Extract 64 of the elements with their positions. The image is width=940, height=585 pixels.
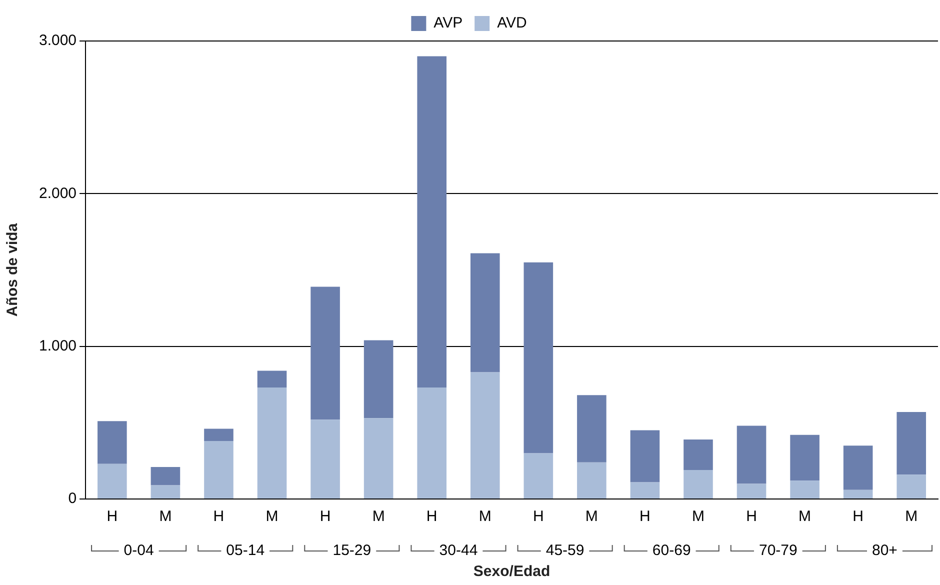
- bar: [310, 420, 340, 498]
- bar: [524, 453, 554, 498]
- x-tick-label: M: [905, 508, 918, 526]
- legend-label: AVD: [497, 14, 527, 32]
- legend-label: AVP: [434, 14, 463, 32]
- x-tick-label: M: [372, 508, 385, 526]
- bar: [577, 395, 606, 462]
- text: 45-59: [546, 542, 584, 560]
- bar: [257, 370, 287, 388]
- text: 30-44: [439, 542, 478, 560]
- text: 60-69: [652, 542, 691, 560]
- text: 15-29: [332, 542, 372, 560]
- bar: [417, 56, 446, 388]
- x-tick-label: M: [159, 508, 172, 526]
- bar: [736, 426, 766, 484]
- x-tick-label: H: [426, 508, 438, 526]
- text: 70-79: [758, 542, 798, 560]
- bar: [843, 446, 873, 490]
- y-tick-label: 2.000: [38, 184, 77, 202]
- bar: [896, 412, 926, 475]
- bar: [736, 484, 766, 498]
- bar: [364, 418, 394, 498]
- bar: [524, 262, 554, 454]
- bar: [150, 485, 180, 498]
- bar: [417, 388, 446, 498]
- x-tick-label: H: [106, 508, 118, 526]
- y-tick-label: 1.000: [38, 337, 77, 354]
- bar: [790, 434, 820, 481]
- text: 0-04: [124, 542, 154, 560]
- x-tick-label: M: [266, 508, 278, 526]
- bar: [150, 466, 180, 486]
- bar: [790, 480, 820, 498]
- y-tick-label: 0: [68, 490, 77, 508]
- bar: [98, 464, 127, 498]
- bar: [843, 490, 873, 498]
- x-axis-title: Sexo/Edad: [473, 563, 550, 580]
- x-tick-label: M: [478, 508, 492, 526]
- bar: [630, 482, 660, 498]
- x-tick-label: M: [585, 508, 598, 526]
- x-tick-label: H: [746, 508, 757, 526]
- bar: [470, 253, 500, 372]
- x-tick-label: H: [852, 508, 864, 526]
- bar: [896, 474, 926, 498]
- x-tick-label: H: [532, 508, 544, 526]
- bar: [310, 286, 340, 420]
- bar: [257, 388, 287, 498]
- y-tick-label: 3.000: [38, 32, 77, 50]
- x-tick-label: H: [320, 508, 331, 526]
- x-tick-label: M: [798, 508, 812, 526]
- bar: [684, 439, 713, 470]
- bar: [98, 421, 127, 464]
- bar: [364, 340, 394, 418]
- bar: [470, 372, 500, 498]
- bar: [204, 440, 234, 498]
- bar: [684, 470, 713, 498]
- x-tick-label: M: [692, 508, 704, 526]
- x-tick-label: H: [640, 508, 650, 526]
- text: 80+: [872, 542, 898, 560]
- bar: [577, 462, 606, 498]
- bar: [630, 430, 660, 482]
- bar: [204, 428, 234, 441]
- y-axis-title: Años de vida: [4, 222, 22, 317]
- text: 05-14: [226, 542, 265, 560]
- x-tick-label: H: [213, 508, 224, 526]
